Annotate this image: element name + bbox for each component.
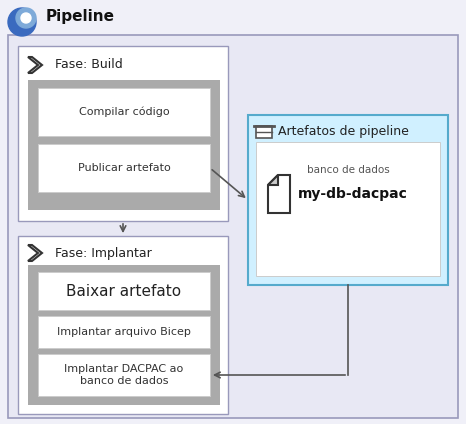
Circle shape: [21, 13, 31, 23]
Text: Implantar DACPAC ao
banco de dados: Implantar DACPAC ao banco de dados: [64, 364, 184, 386]
Text: banco de dados: banco de dados: [307, 165, 390, 175]
Bar: [38, 144, 210, 192]
Text: my-db-dacpac: my-db-dacpac: [298, 187, 408, 201]
Circle shape: [16, 8, 36, 28]
Bar: [248, 115, 448, 285]
Text: Publicar artefato: Publicar artefato: [78, 163, 171, 173]
Bar: [18, 46, 228, 221]
Bar: [28, 80, 220, 210]
Bar: [38, 272, 210, 310]
Text: Baixar artefato: Baixar artefato: [67, 284, 182, 298]
Text: Pipeline: Pipeline: [46, 9, 115, 25]
Text: Compilar código: Compilar código: [79, 107, 169, 117]
Bar: [38, 316, 210, 348]
Text: Artefatos de pipeline: Artefatos de pipeline: [278, 126, 409, 139]
Bar: [38, 354, 210, 396]
Text: Fase: Implantar: Fase: Implantar: [55, 246, 152, 259]
Bar: [256, 126, 272, 138]
Bar: [28, 265, 220, 405]
Text: Implantar arquivo Bicep: Implantar arquivo Bicep: [57, 327, 191, 337]
Bar: [18, 236, 228, 414]
Polygon shape: [268, 175, 278, 185]
Bar: [38, 88, 210, 136]
Text: Fase: Build: Fase: Build: [55, 59, 123, 72]
Bar: [256, 142, 440, 276]
Polygon shape: [268, 175, 290, 213]
Circle shape: [8, 8, 36, 36]
